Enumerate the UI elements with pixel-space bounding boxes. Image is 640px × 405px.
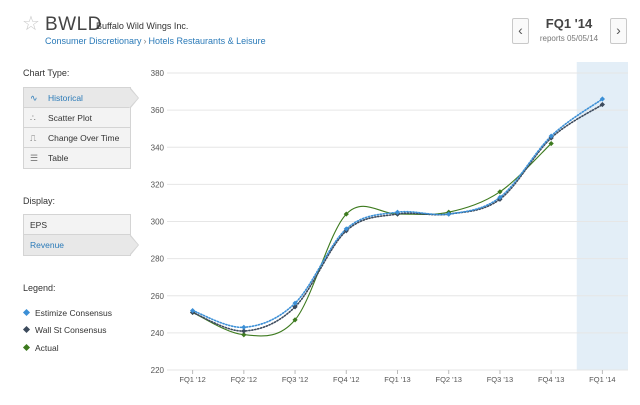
y-tick-label: 280 — [151, 255, 165, 264]
legend-label: Legend: — [23, 283, 56, 293]
scatter-icon: ∴ — [30, 113, 36, 123]
data-point — [343, 211, 349, 217]
y-tick-label: 380 — [151, 69, 165, 78]
diamond-icon — [22, 308, 31, 317]
x-tick-label: FQ4 '13 — [538, 375, 564, 384]
chart-type-label-scatter: Scatter Plot — [48, 113, 92, 123]
chart-type-label: Chart Type: — [23, 68, 70, 78]
data-point — [497, 194, 503, 200]
data-point — [292, 300, 298, 306]
data-point — [241, 332, 247, 338]
data-point — [497, 189, 503, 195]
breadcrumb-sector[interactable]: Consumer Discretionary — [45, 36, 142, 46]
chevron-right-icon: › — [616, 22, 621, 38]
chart-type-scatter[interactable]: ∴ Scatter Plot — [24, 108, 130, 128]
legend-wallst-label: Wall St Consensus — [35, 325, 107, 335]
data-point — [599, 101, 605, 108]
company-name: Buffalo Wild Wings Inc. — [96, 21, 189, 31]
legend-estimize: Estimize Consensus — [22, 308, 113, 318]
active-pointer — [129, 87, 139, 109]
data-point — [241, 324, 247, 330]
y-tick-label: 300 — [151, 218, 165, 227]
chart-type-change-over-time[interactable]: ⎍ Change Over Time — [24, 128, 130, 148]
data-point — [446, 211, 452, 217]
data-point — [599, 96, 605, 102]
chart-type-label-historical: Historical — [48, 93, 83, 103]
display-revenue[interactable]: Revenue — [24, 234, 139, 256]
data-point — [343, 226, 349, 232]
data-point — [548, 133, 554, 139]
previous-quarter-button[interactable]: ‹ — [512, 18, 529, 44]
data-point — [548, 140, 554, 147]
x-tick-label: FQ3 '13 — [487, 375, 513, 384]
y-tick-label: 260 — [151, 292, 165, 301]
active-pointer — [129, 234, 139, 256]
display-eps[interactable]: EPS — [24, 215, 130, 235]
chevron-left-icon: ‹ — [518, 22, 523, 38]
diamond-icon — [22, 343, 31, 352]
next-quarter-button[interactable]: › — [610, 18, 627, 44]
data-point — [241, 328, 247, 334]
header: ☆ BWLD Buffalo Wild Wings Inc. Consumer … — [0, 0, 640, 58]
y-tick-label: 360 — [151, 106, 165, 115]
x-tick-label: FQ1 '12 — [179, 375, 205, 384]
breadcrumb: Consumer Discretionary › Hotels Restaurant… — [45, 36, 266, 46]
series-line-2 — [192, 143, 552, 337]
chart-type-table[interactable]: ☰ Table — [24, 148, 130, 168]
chart-type-label-table: Table — [48, 153, 69, 163]
x-tick-label: FQ4 '12 — [333, 375, 359, 384]
chart-type-label-change: Change Over Time — [48, 133, 120, 143]
highlight-band — [576, 62, 628, 370]
y-tick-label: 320 — [151, 180, 165, 189]
legend-actual: Actual — [22, 343, 59, 353]
ticker-symbol: BWLD — [45, 14, 102, 35]
display-label: Display: — [23, 196, 56, 206]
y-tick-label: 220 — [151, 366, 165, 375]
quarter-title: FQ1 '14 — [545, 16, 593, 31]
x-tick-label: FQ2 '12 — [231, 375, 257, 384]
x-tick-label: FQ3 '12 — [282, 375, 308, 384]
series-line-1 — [191, 103, 604, 332]
chart-type-panel: ∿ Historical ∴ Scatter Plot ⎍ Change Over T… — [23, 87, 139, 169]
report-date: reports 05/05/14 — [539, 34, 599, 43]
legend-estimize-label: Estimize Consensus — [35, 308, 113, 318]
breadcrumb-industry[interactable]: Hotels Restaurants & Leisure — [148, 36, 266, 46]
step-icon: ⎍ — [30, 133, 37, 143]
table-icon: ☰ — [30, 153, 39, 163]
legend-wallst: Wall St Consensus — [22, 325, 107, 335]
breadcrumb-separator: › — [143, 36, 147, 46]
x-tick-label: FQ1 '14 — [589, 375, 615, 384]
data-point — [292, 317, 298, 323]
star-icon[interactable]: ☆ — [22, 13, 40, 35]
data-point — [292, 304, 298, 310]
legend-actual-label: Actual — [35, 343, 59, 353]
y-tick-label: 240 — [151, 329, 165, 338]
data-point — [394, 209, 401, 215]
chart-type-historical[interactable]: ∿ Historical — [24, 87, 139, 109]
display-panel: EPS Revenue — [23, 214, 139, 256]
display-revenue-label: Revenue — [30, 240, 65, 250]
x-tick-label: FQ2 '13 — [435, 375, 461, 384]
line-wave-icon: ∿ — [30, 93, 38, 103]
revenue-chart[interactable]: 220 240 260 280 300 320 340 360 380 FQ1 '12 FQ2 '1… — [140, 62, 640, 405]
diamond-icon — [22, 325, 31, 334]
x-tick-label: FQ1 '13 — [384, 375, 410, 384]
y-tick-label: 340 — [151, 143, 165, 152]
